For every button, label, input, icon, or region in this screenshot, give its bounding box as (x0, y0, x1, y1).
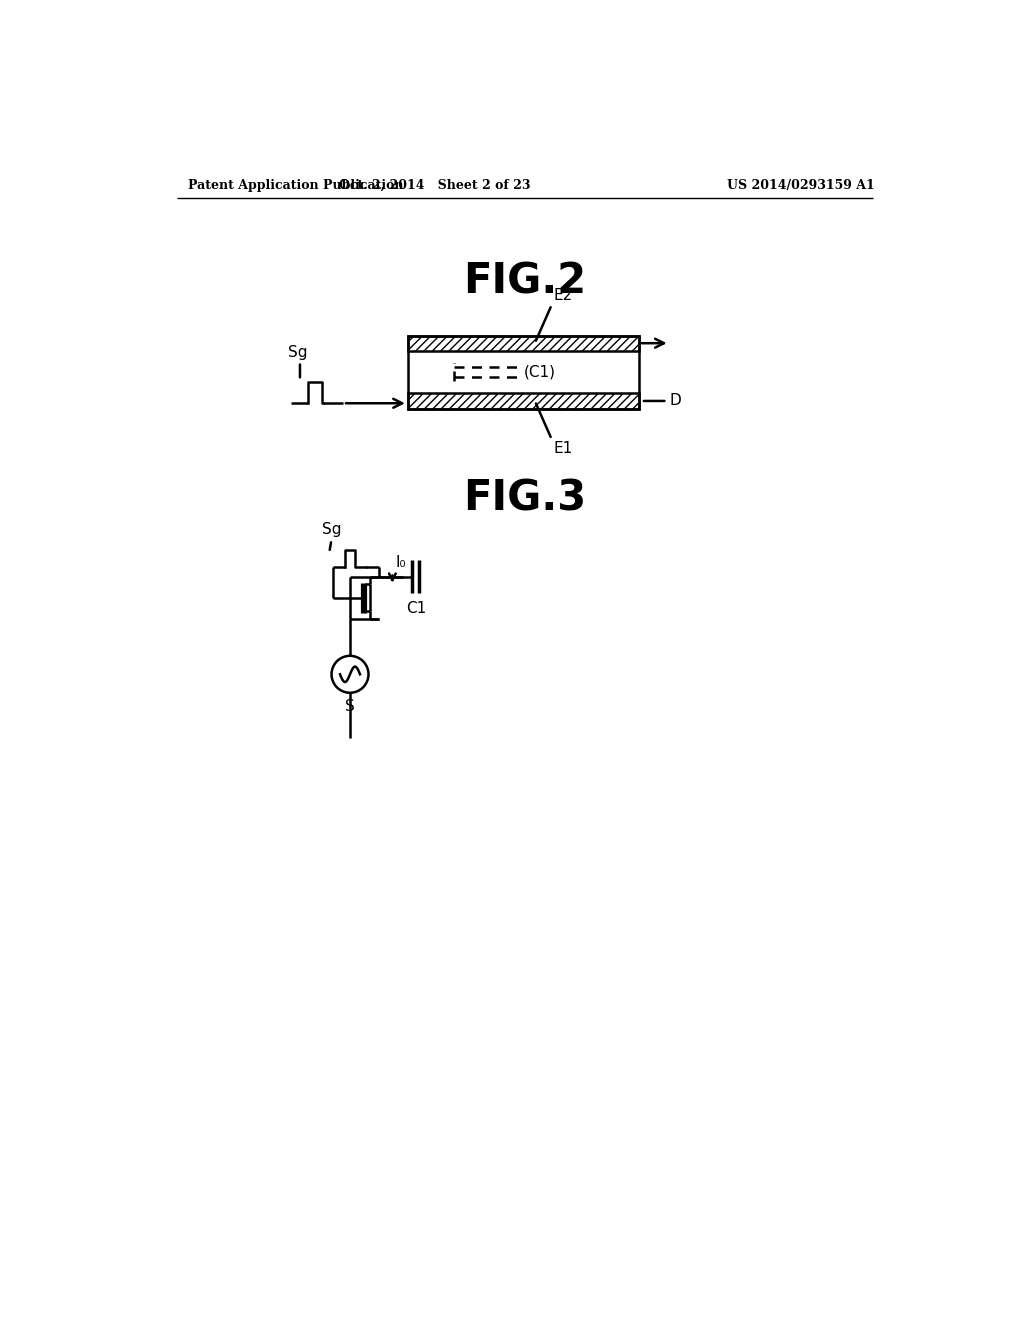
Text: FIG.3: FIG.3 (463, 478, 587, 520)
Bar (408, 351, 639, 393)
Text: FIG.2: FIG.2 (463, 260, 587, 302)
Bar (408, 335, 639, 351)
Text: Oct. 2, 2014   Sheet 2 of 23: Oct. 2, 2014 Sheet 2 of 23 (339, 178, 530, 191)
Text: S: S (345, 700, 355, 714)
Text: D: D (670, 393, 681, 408)
Text: E2: E2 (553, 288, 572, 304)
Bar (408, 393, 639, 409)
Text: Sg: Sg (289, 345, 308, 360)
Text: I₀: I₀ (395, 556, 407, 570)
Text: US 2014/0293159 A1: US 2014/0293159 A1 (727, 178, 874, 191)
Text: Sg: Sg (322, 523, 341, 537)
Text: C1: C1 (407, 601, 426, 616)
Bar (408, 335, 639, 409)
Text: Patent Application Publication: Patent Application Publication (188, 178, 403, 191)
Text: E1: E1 (553, 441, 572, 455)
Text: (C1): (C1) (524, 364, 556, 380)
